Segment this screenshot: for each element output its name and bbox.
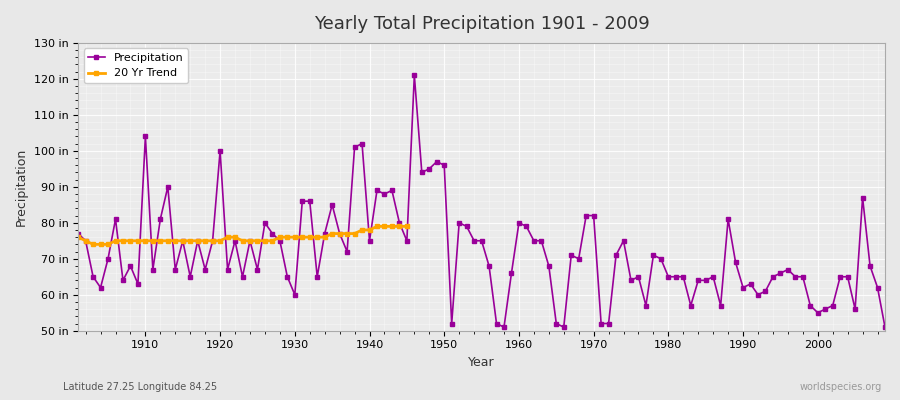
20 Yr Trend xyxy=(401,224,412,229)
20 Yr Trend xyxy=(311,235,322,240)
20 Yr Trend xyxy=(372,224,382,229)
20 Yr Trend xyxy=(290,235,301,240)
20 Yr Trend xyxy=(267,238,278,243)
Precipitation xyxy=(879,325,890,330)
Precipitation xyxy=(618,238,629,243)
20 Yr Trend xyxy=(177,238,188,243)
Precipitation xyxy=(499,325,509,330)
20 Yr Trend xyxy=(87,242,98,247)
Precipitation xyxy=(409,73,419,78)
20 Yr Trend xyxy=(386,224,397,229)
20 Yr Trend xyxy=(110,238,121,243)
20 Yr Trend xyxy=(222,235,233,240)
20 Yr Trend xyxy=(155,238,166,243)
20 Yr Trend xyxy=(230,235,240,240)
Y-axis label: Precipitation: Precipitation xyxy=(15,148,28,226)
20 Yr Trend xyxy=(342,231,353,236)
20 Yr Trend xyxy=(349,231,360,236)
20 Yr Trend xyxy=(327,231,338,236)
20 Yr Trend xyxy=(207,238,218,243)
20 Yr Trend xyxy=(274,235,285,240)
20 Yr Trend xyxy=(379,224,390,229)
Line: 20 Yr Trend: 20 Yr Trend xyxy=(76,224,409,246)
Text: Latitude 27.25 Longitude 84.25: Latitude 27.25 Longitude 84.25 xyxy=(63,382,217,392)
Text: worldspecies.org: worldspecies.org xyxy=(800,382,882,392)
20 Yr Trend xyxy=(237,238,248,243)
20 Yr Trend xyxy=(118,238,129,243)
20 Yr Trend xyxy=(356,228,367,232)
20 Yr Trend xyxy=(95,242,106,247)
20 Yr Trend xyxy=(297,235,308,240)
Title: Yearly Total Precipitation 1901 - 2009: Yearly Total Precipitation 1901 - 2009 xyxy=(314,15,650,33)
Precipitation xyxy=(73,231,84,236)
Precipitation xyxy=(342,249,353,254)
20 Yr Trend xyxy=(184,238,195,243)
20 Yr Trend xyxy=(200,238,211,243)
20 Yr Trend xyxy=(245,238,256,243)
Precipitation xyxy=(528,238,539,243)
20 Yr Trend xyxy=(334,231,345,236)
20 Yr Trend xyxy=(320,235,330,240)
20 Yr Trend xyxy=(259,238,270,243)
20 Yr Trend xyxy=(80,238,91,243)
20 Yr Trend xyxy=(304,235,315,240)
X-axis label: Year: Year xyxy=(468,356,495,369)
Precipitation xyxy=(132,282,143,286)
20 Yr Trend xyxy=(193,238,203,243)
20 Yr Trend xyxy=(73,235,84,240)
20 Yr Trend xyxy=(132,238,143,243)
Line: Precipitation: Precipitation xyxy=(76,73,887,329)
20 Yr Trend xyxy=(170,238,181,243)
20 Yr Trend xyxy=(215,238,226,243)
20 Yr Trend xyxy=(364,228,375,232)
20 Yr Trend xyxy=(394,224,405,229)
20 Yr Trend xyxy=(103,242,113,247)
20 Yr Trend xyxy=(148,238,158,243)
Legend: Precipitation, 20 Yr Trend: Precipitation, 20 Yr Trend xyxy=(84,48,188,83)
20 Yr Trend xyxy=(125,238,136,243)
20 Yr Trend xyxy=(140,238,151,243)
20 Yr Trend xyxy=(282,235,292,240)
20 Yr Trend xyxy=(252,238,263,243)
20 Yr Trend xyxy=(162,238,173,243)
Precipitation xyxy=(297,199,308,204)
Precipitation xyxy=(521,224,532,229)
